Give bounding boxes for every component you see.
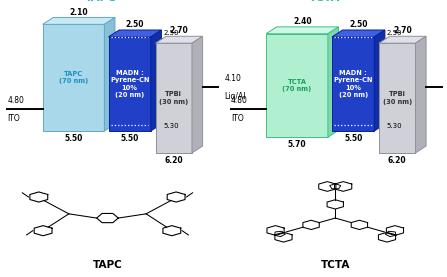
Text: 5.50: 5.50 xyxy=(64,134,83,143)
Text: 5.30: 5.30 xyxy=(387,123,402,129)
Text: 2.70: 2.70 xyxy=(170,26,189,35)
Polygon shape xyxy=(156,43,192,153)
Polygon shape xyxy=(379,43,416,153)
Polygon shape xyxy=(266,27,338,34)
Text: 2.50: 2.50 xyxy=(163,30,179,37)
Text: ITO: ITO xyxy=(8,114,20,123)
Polygon shape xyxy=(379,36,426,43)
Text: 2.50: 2.50 xyxy=(349,20,368,29)
Text: 4.10: 4.10 xyxy=(224,74,241,83)
Polygon shape xyxy=(266,34,328,137)
Text: 2.10: 2.10 xyxy=(70,7,88,17)
Polygon shape xyxy=(332,37,374,131)
Text: MADN :
Pyrene-CN
10%
(20 nm): MADN : Pyrene-CN 10% (20 nm) xyxy=(333,70,373,98)
Text: 5.30: 5.30 xyxy=(163,123,179,129)
Text: 5.50: 5.50 xyxy=(121,134,139,143)
Text: TAPC
(70 nm): TAPC (70 nm) xyxy=(59,71,88,84)
Text: ITO: ITO xyxy=(231,114,244,123)
Text: TCTA
(70 nm): TCTA (70 nm) xyxy=(283,79,312,92)
Polygon shape xyxy=(374,30,385,131)
Text: Liq/Al: Liq/Al xyxy=(224,92,246,101)
Polygon shape xyxy=(416,36,426,153)
Text: 5.50: 5.50 xyxy=(344,134,363,143)
Text: TCTA: TCTA xyxy=(320,260,350,270)
Polygon shape xyxy=(109,30,161,37)
Polygon shape xyxy=(332,30,385,37)
Polygon shape xyxy=(192,36,202,153)
Polygon shape xyxy=(156,36,202,43)
Text: TAPC: TAPC xyxy=(93,260,122,270)
Text: TAPC: TAPC xyxy=(85,0,117,3)
Polygon shape xyxy=(42,17,115,24)
Polygon shape xyxy=(151,30,161,131)
Polygon shape xyxy=(105,17,115,131)
Polygon shape xyxy=(328,27,338,137)
Text: 4.80: 4.80 xyxy=(231,96,248,105)
Text: 6.20: 6.20 xyxy=(164,156,183,165)
Polygon shape xyxy=(109,37,151,131)
Polygon shape xyxy=(42,24,105,131)
Text: TPBi
(30 nm): TPBi (30 nm) xyxy=(159,91,188,105)
Text: TPBi
(30 nm): TPBi (30 nm) xyxy=(383,91,412,105)
Text: 2.40: 2.40 xyxy=(293,17,312,26)
Text: 6.20: 6.20 xyxy=(388,156,407,165)
Text: TCTA: TCTA xyxy=(309,0,340,3)
Text: 2.50: 2.50 xyxy=(126,20,144,29)
Text: MADN :
Pyrene-CN
10%
(20 nm): MADN : Pyrene-CN 10% (20 nm) xyxy=(110,70,149,98)
Text: 2.70: 2.70 xyxy=(393,26,412,35)
Text: 2.50: 2.50 xyxy=(387,30,402,37)
Text: 5.70: 5.70 xyxy=(288,140,306,149)
Text: 4.80: 4.80 xyxy=(8,96,24,105)
